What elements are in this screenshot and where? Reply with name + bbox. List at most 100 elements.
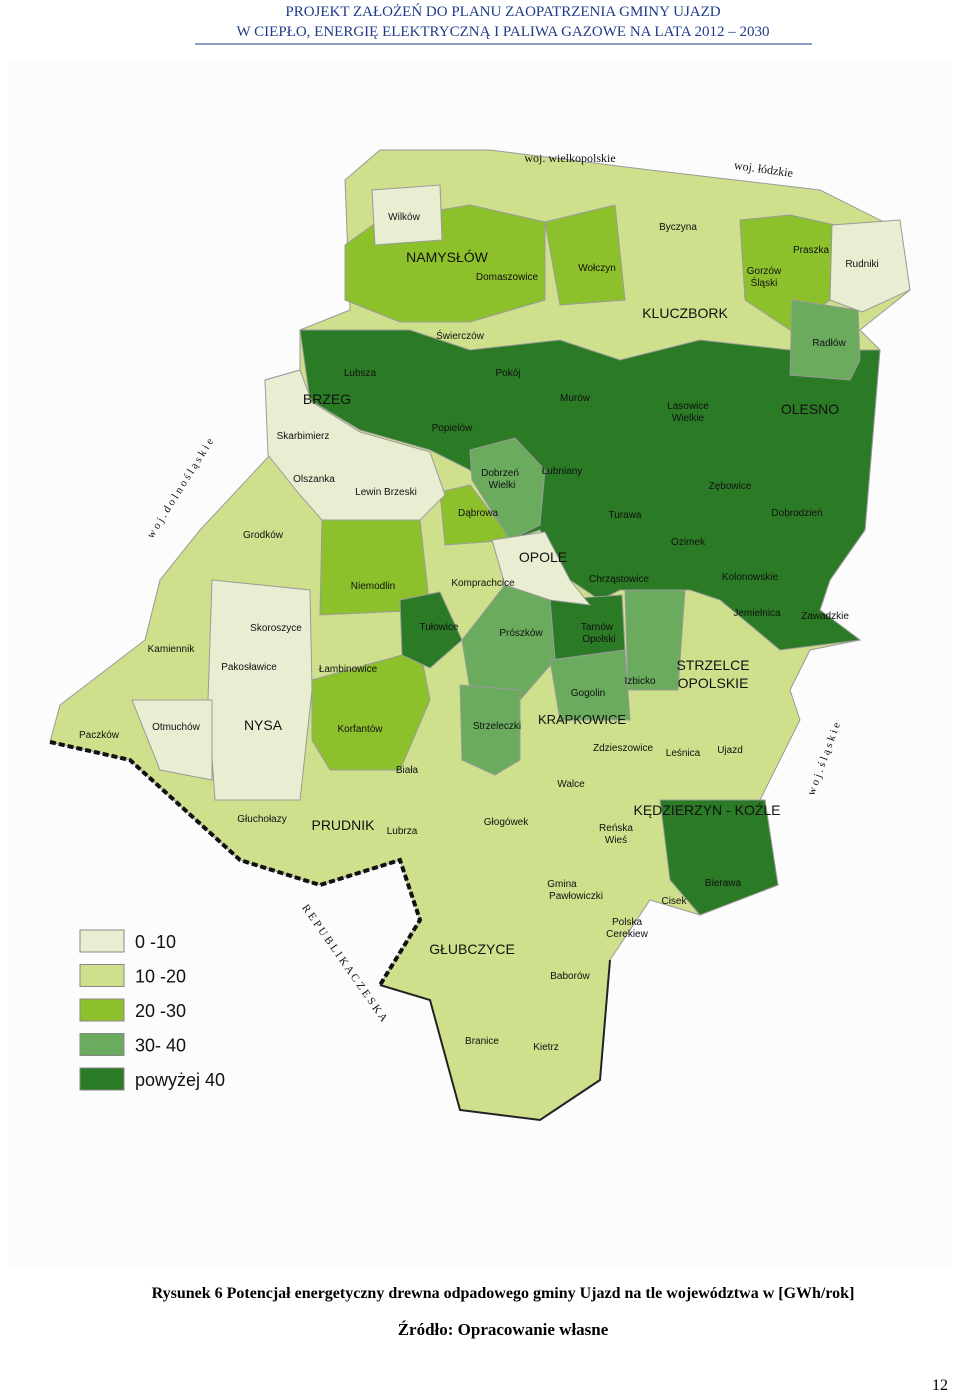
map-label: STRZELCE: [676, 657, 749, 673]
map-label: Wilków: [388, 212, 420, 223]
region: [207, 579, 313, 801]
legend-label: 10 -20: [135, 967, 186, 987]
map-label: Prószków: [499, 628, 543, 639]
map-label: Jemielnica: [733, 608, 781, 619]
region: [829, 219, 911, 313]
map-label: Świerczów: [436, 329, 485, 342]
map-label: GŁUBCZYCE: [429, 941, 515, 957]
region: [624, 589, 686, 691]
legend-label: powyżej 40: [135, 1070, 225, 1090]
source: Źródło: Opracowanie własne: [398, 1320, 609, 1339]
map-label: Gogolin: [571, 688, 605, 699]
map-label: Zawadzkie: [801, 611, 849, 622]
map-label: Kietrz: [533, 1042, 559, 1053]
map-label: Gmina: [547, 879, 577, 890]
map-label: Lewin Brzeski: [355, 487, 417, 498]
map-label: Wielki: [489, 480, 516, 491]
map-label: Opolski: [582, 634, 615, 645]
map-label: Rudniki: [845, 259, 878, 270]
region: [264, 369, 446, 521]
map-label: Lubrza: [387, 826, 418, 837]
map-label: Dobrzeń: [481, 468, 519, 479]
map-label: Tułowice: [419, 622, 459, 633]
map-label: Tarnów: [581, 622, 614, 633]
map-label: Pawłowiczki: [549, 891, 603, 902]
region: [549, 649, 631, 721]
map-label: Praszka: [793, 245, 830, 256]
map-label: Pokój: [495, 368, 520, 379]
map-label: OPOLSKIE: [678, 675, 749, 691]
region: [469, 437, 546, 541]
map-label: Głuchołazy: [237, 814, 286, 825]
map-label: Branice: [465, 1036, 499, 1047]
map-label: NAMYSŁÓW: [406, 249, 488, 265]
legend-swatch: [79, 964, 125, 987]
map-label: OLESNO: [781, 401, 839, 417]
map-label: Pakosławice: [221, 662, 277, 673]
map-label: Walce: [557, 779, 585, 790]
map-label: Grodków: [243, 530, 284, 541]
map-label: Cerekiew: [606, 929, 648, 940]
map-label: Byczyna: [659, 222, 697, 233]
map-label: PRUDNIK: [311, 817, 375, 833]
map-label: Kamiennik: [148, 644, 196, 655]
map-label: Popielów: [432, 423, 473, 434]
region: [371, 184, 443, 246]
region: [131, 699, 213, 781]
region: [399, 591, 463, 669]
legend-swatch: [79, 1033, 125, 1056]
map-label: Głogówek: [484, 817, 529, 828]
map-label: Lasowice: [667, 401, 709, 412]
map-label: Zębowice: [709, 481, 752, 492]
header-line: W CIEPŁO, ENERGIĘ ELEKTRYCZNĄ I PALIWA G…: [237, 24, 770, 40]
region: [459, 684, 521, 776]
map-label: Wołczyn: [578, 263, 616, 274]
region: [491, 531, 592, 606]
map-label: Śląski: [751, 276, 778, 289]
map-label: Murów: [560, 393, 591, 404]
region: [544, 204, 626, 306]
map-label: Gorzów: [747, 266, 782, 277]
legend-swatch: [79, 929, 125, 953]
region: [789, 299, 861, 381]
legend-swatch: [79, 998, 125, 1022]
map-label: Leśnica: [666, 748, 701, 759]
map-label: Dąbrowa: [458, 508, 498, 519]
map-label: Biała: [396, 765, 419, 776]
map-label: Reńska: [599, 823, 633, 834]
map-label: Łambinowice: [319, 664, 378, 675]
map-label: Otmuchów: [152, 722, 201, 733]
map-label: OPOLE: [519, 549, 567, 565]
map-label: Cisek: [661, 896, 687, 907]
map-label: woj. wielkopolskie: [524, 151, 615, 165]
map-label: Łubniany: [542, 466, 583, 477]
map-label: Olszanka: [293, 474, 335, 485]
map-label: BRZEG: [303, 391, 351, 407]
map-label: KRAPKOWICE: [538, 712, 626, 727]
map-label: NYSA: [244, 717, 283, 733]
legend-label: 0 -10: [135, 932, 176, 952]
legend-swatch: [79, 1067, 125, 1091]
map-label: KĘDZIERZYN - KOŹLE: [633, 802, 780, 818]
map-label: Komprachcice: [451, 578, 515, 589]
map-label: Turawa: [609, 510, 642, 521]
caption: Rysunek 6 Potencjał energetyczny drewna …: [152, 1285, 855, 1302]
map-label: Skoroszyce: [250, 623, 302, 634]
legend-label: 20 -30: [135, 1001, 186, 1021]
map-label: Zdzieszowice: [593, 743, 653, 754]
map-label: Skarbimierz: [277, 431, 330, 442]
map-label: Ujazd: [717, 745, 743, 756]
border: [379, 959, 611, 1122]
border: [49, 740, 423, 987]
page-number: 12: [932, 1377, 948, 1393]
legend-label: 30- 40: [135, 1036, 186, 1056]
map-label: Ozimek: [671, 537, 706, 548]
map-label: Wieś: [605, 835, 627, 846]
header-line: PROJEKT ZAŁOŻEŃ DO PLANU ZAOPATRZENIA GM…: [285, 3, 720, 20]
map-label: KLUCZBORK: [642, 305, 728, 321]
map-label: Polska: [612, 917, 642, 928]
map-label: Baborów: [550, 971, 590, 982]
map-label: Lubsza: [344, 368, 377, 379]
map-label: Niemodlin: [351, 581, 395, 592]
